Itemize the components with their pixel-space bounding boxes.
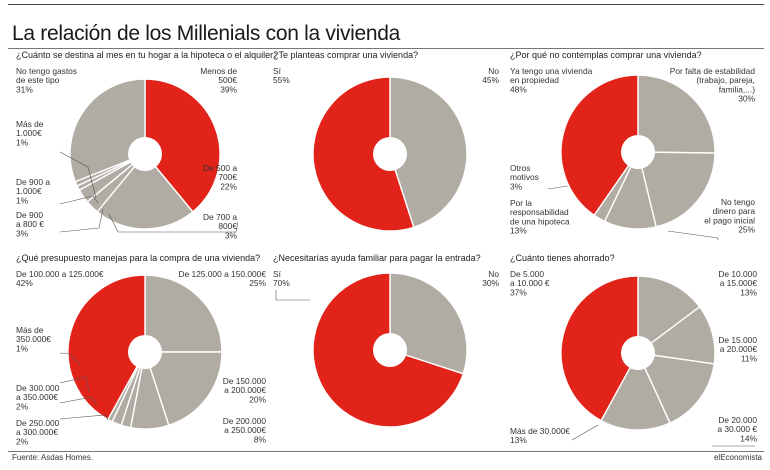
- donut-hole: [373, 137, 407, 171]
- slice-label: De 700 a 800€ 3%: [203, 212, 238, 240]
- chart-question: ¿Te planteas comprar una vivienda?: [273, 50, 418, 60]
- slice-label: Por falta de estabilidad (trabajo, pareja…: [670, 66, 756, 104]
- slice-label: Sí 70%: [273, 269, 290, 288]
- slice-label: Menos de 500€ 39%: [200, 66, 237, 94]
- donut-chart-3: ¿Por qué no contemplas comprar una vivie…: [510, 50, 756, 240]
- slice-label: De 15.000 a 20.000€ 11%: [718, 335, 757, 363]
- chart-question: ¿Necesitarías ayuda familiar para pagar …: [273, 253, 481, 263]
- slice-label: Otros motivos 3%: [510, 163, 539, 191]
- slice-label: No 30%: [482, 269, 499, 288]
- pie-slice: [637, 151, 716, 228]
- slice-label: De 5.000 a 10.000 €37%: [510, 269, 550, 297]
- pie-slice: [96, 152, 194, 230]
- slice-label: De 200.000 a 250.000€ 8%: [223, 416, 267, 444]
- slice-label: De 900 a 1.000€ 1%: [16, 177, 50, 205]
- pie-slice: [560, 74, 639, 217]
- bottom-rule: [8, 451, 764, 452]
- slice-label: De 900 a 800 €3%: [16, 210, 44, 238]
- pie-slice: [636, 352, 716, 424]
- leader-line: [275, 290, 310, 301]
- pie-slice: [144, 78, 221, 213]
- donut-hole: [128, 137, 162, 171]
- slice-label: De 10.000 a 15.000€ 13%: [718, 269, 757, 297]
- slice-label: Más de 30.000€ 13%: [510, 426, 570, 445]
- pie-slice: [636, 305, 716, 365]
- donut-chart-4: ¿Qué presupuesto manejas para la compra …: [16, 253, 267, 446]
- donut-hole: [373, 333, 407, 367]
- slice-label: Ya tengo una vivienda en propiedad 48%: [510, 66, 593, 94]
- slice-label: De 500 a 700€ 22%: [203, 163, 238, 191]
- slice-label: De 250.000 a 300.000€ 2%: [16, 418, 60, 446]
- slice-label: Más de 1.000€ 1%: [16, 119, 44, 147]
- leader-line: [59, 208, 104, 233]
- chart-question: ¿Cuánto se destina al mes en tu hogar a …: [16, 50, 278, 60]
- slice-label: Sí 55%: [273, 66, 290, 85]
- donut-chart-6: ¿Cuánto tienes ahorrado? De 10.000 a 15.00…: [510, 253, 758, 447]
- pie-slice: [69, 78, 146, 183]
- leader-line: [547, 185, 569, 190]
- pie-slice: [637, 275, 701, 355]
- slice-label: No tengo dinero para el pago inicial 25%: [704, 197, 755, 235]
- pie-slice: [144, 351, 223, 427]
- slice-label: No 45%: [482, 66, 499, 85]
- pie-slice: [389, 76, 468, 229]
- slice-label: De 125.000 a 150.000€ 25%: [178, 269, 266, 288]
- chart-question: ¿Qué presupuesto manejas para la compra …: [16, 253, 260, 263]
- slice-label: Por la responsabilidad de una hipoteca 13%: [510, 198, 570, 236]
- chart-question: ¿Por qué no contemplas comprar una vivie…: [510, 50, 702, 60]
- slice-label: De 100.000 a 125.000€ 42%: [16, 269, 104, 288]
- top-rule: [8, 4, 764, 5]
- source-note: Fuente: Asdas Homes.: [12, 453, 93, 462]
- donut-chart-2: ¿Te planteas comprar una vivienda? No 45% S…: [273, 50, 500, 232]
- leader-line: [108, 213, 239, 233]
- brand-credit: elEconomista: [713, 453, 762, 462]
- donut-chart-5: ¿Necesitarías ayuda familiar para pagar …: [273, 253, 500, 428]
- title-rule: [8, 48, 764, 49]
- pie-slice: [600, 351, 671, 431]
- donut-chart-1: ¿Cuánto se destina al mes en tu hogar a …: [16, 50, 278, 240]
- pie-slice: [312, 76, 415, 232]
- slice-label: De 20.000 a 30.000 €14%: [717, 415, 757, 443]
- donut-hole: [621, 135, 655, 169]
- leader-line: [59, 376, 90, 393]
- donut-hole: [621, 336, 655, 370]
- chart-question: ¿Cuánto tienes ahorrado?: [510, 253, 615, 263]
- leader-line: [59, 195, 99, 205]
- slice-label: De 150.000 a 200.000€ 20%: [223, 376, 267, 404]
- leader-line: [571, 424, 599, 441]
- donut-hole: [128, 335, 162, 369]
- slice-label: Más de 350.000€ 1%: [16, 325, 51, 353]
- slice-label: No tengo gastos de este tipo 31%: [16, 66, 77, 94]
- leader-line: [59, 151, 97, 199]
- slice-label: De 300.000 a 350.000€ 2%: [16, 383, 60, 411]
- leader-line: [667, 230, 719, 240]
- pie-slice: [389, 272, 468, 375]
- pie-slice: [560, 275, 639, 422]
- leader-line: [59, 352, 81, 366]
- pie-slice: [637, 74, 716, 154]
- leader-line: [59, 396, 98, 407]
- page-title: La relación de los Millenials con la viv…: [12, 22, 401, 45]
- leader-line: [59, 414, 109, 421]
- pie-slice: [144, 274, 223, 353]
